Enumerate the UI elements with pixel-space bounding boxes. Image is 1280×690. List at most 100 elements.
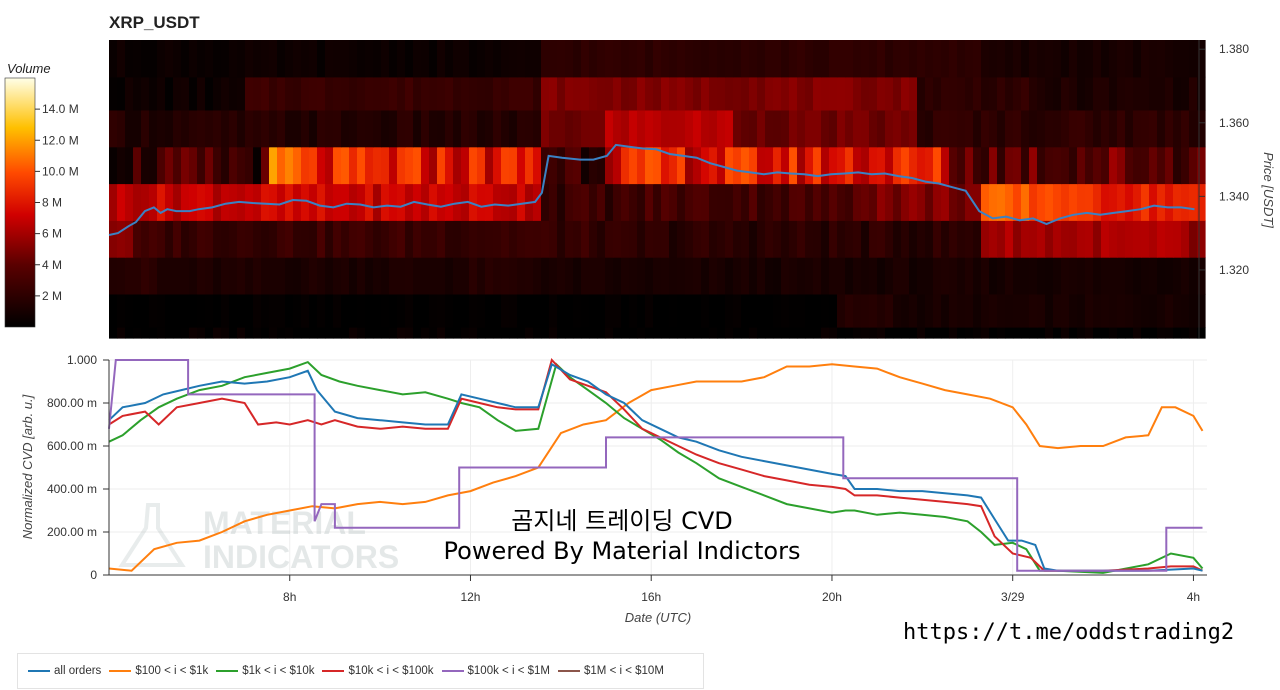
heatmap-cell (733, 76, 742, 111)
heatmap-cell (269, 146, 278, 185)
heatmap-cell (773, 327, 782, 339)
heatmap-cell (1093, 40, 1102, 78)
heatmap-cell (1045, 183, 1054, 221)
heatmap-cell (709, 76, 718, 111)
heatmap-cell (1125, 220, 1134, 258)
heatmap-cell (1005, 293, 1014, 328)
heatmap-cell (349, 183, 358, 221)
colorbar (4, 77, 36, 328)
heatmap-cell (1109, 327, 1118, 339)
heatmap-cell (613, 109, 622, 148)
heatmap-cell (997, 220, 1006, 258)
heatmap-cell (613, 40, 622, 78)
heatmap-cell (605, 40, 614, 78)
heatmap-cell (165, 40, 174, 78)
heatmap-cell (165, 146, 174, 185)
heatmap-cell (357, 293, 366, 328)
heatmap-cell (189, 76, 198, 111)
heatmap-cell (669, 327, 678, 339)
heatmap-cell (989, 327, 998, 339)
heatmap-cell (669, 76, 678, 111)
heatmap-cell (1013, 40, 1022, 78)
legend-item[interactable]: $1k < i < $10k (216, 665, 314, 677)
heatmap-cell (941, 327, 950, 339)
heatmap-cell (725, 327, 734, 339)
heatmap-cell (413, 327, 422, 339)
heatmap-cell (685, 293, 694, 328)
heatmap-cell (173, 109, 182, 148)
legend-item[interactable]: $100 < i < $1k (109, 665, 208, 677)
heatmap-cell (189, 109, 198, 148)
heatmap-cell (917, 220, 926, 258)
heatmap-cell (293, 220, 302, 258)
telegram-link[interactable]: https://t.me/oddstrading2 (903, 620, 1235, 645)
heatmap-cell (261, 40, 270, 78)
heatmap-cell (909, 183, 918, 221)
heatmap-cell (1197, 183, 1206, 221)
legend-item[interactable]: $1M < i < $10M (558, 665, 664, 677)
heatmap-cell (109, 146, 118, 185)
heatmap-cell (365, 293, 374, 328)
heatmap-cell (349, 257, 358, 295)
heatmap-cell (885, 220, 894, 258)
heatmap-cell (589, 109, 598, 148)
heatmap-cell (229, 40, 238, 78)
heatmap-cell (645, 293, 654, 328)
legend-item[interactable]: all orders (28, 665, 101, 677)
heatmap-cell (437, 327, 446, 339)
cvd-line-4 (108, 359, 1203, 572)
cvd-line-1 (108, 363, 1204, 572)
heatmap-cell (1157, 220, 1166, 258)
heatmap-cell (549, 257, 558, 295)
heatmap-cell (789, 293, 798, 328)
heatmap-cell (1181, 76, 1190, 111)
heatmap-cell (1013, 220, 1022, 258)
heatmap-cell (653, 146, 662, 185)
heatmap-cell (381, 293, 390, 328)
heatmap-cell (1141, 40, 1150, 78)
heatmap-cell (453, 146, 462, 185)
heatmap-cell (221, 109, 230, 148)
heatmap-cell (829, 327, 838, 339)
heatmap-cell (597, 327, 606, 339)
heatmap-cell (1141, 327, 1150, 339)
heatmap-cell (573, 146, 582, 185)
heatmap-cell (877, 183, 886, 221)
heatmap-cell (661, 257, 670, 295)
heatmap-cell (509, 109, 518, 148)
heatmap-cell (181, 183, 190, 221)
heatmap-cell (309, 293, 318, 328)
heatmap-cell (389, 257, 398, 295)
heatmap-cell (285, 220, 294, 258)
heatmap-cell (589, 146, 598, 185)
heatmap-cell (661, 220, 670, 258)
heatmap-cell (973, 220, 982, 258)
heatmap-cell (405, 293, 414, 328)
heatmap-cell (333, 293, 342, 328)
legend-item[interactable]: $100k < i < $1M (441, 665, 550, 677)
heatmap-cell (357, 146, 366, 185)
heatmap-cell (573, 220, 582, 258)
heatmap-cell (637, 257, 646, 295)
heatmap-cell (197, 146, 206, 185)
heatmap-cell (813, 146, 822, 185)
heatmap-cell (189, 183, 198, 221)
heatmap-cell (517, 293, 526, 328)
legend-item[interactable]: $10k < i < $100k (322, 665, 434, 677)
heatmap-cell (765, 257, 774, 295)
heatmap-cell (565, 146, 574, 185)
heatmap-cell (341, 257, 350, 295)
heatmap-cell (549, 109, 558, 148)
heatmap-cell (381, 327, 390, 339)
heatmap-cell (189, 257, 198, 295)
heatmap-cell (333, 40, 342, 78)
heatmap-cell (357, 76, 366, 111)
heatmap-cell (253, 220, 262, 258)
heatmap-cell (461, 327, 470, 339)
heatmap-cell (469, 220, 478, 258)
heatmap-cell (669, 293, 678, 328)
heatmap-cell (581, 76, 590, 111)
heatmap-cell (573, 109, 582, 148)
heatmap-cell (685, 146, 694, 185)
heatmap-cell (901, 220, 910, 258)
